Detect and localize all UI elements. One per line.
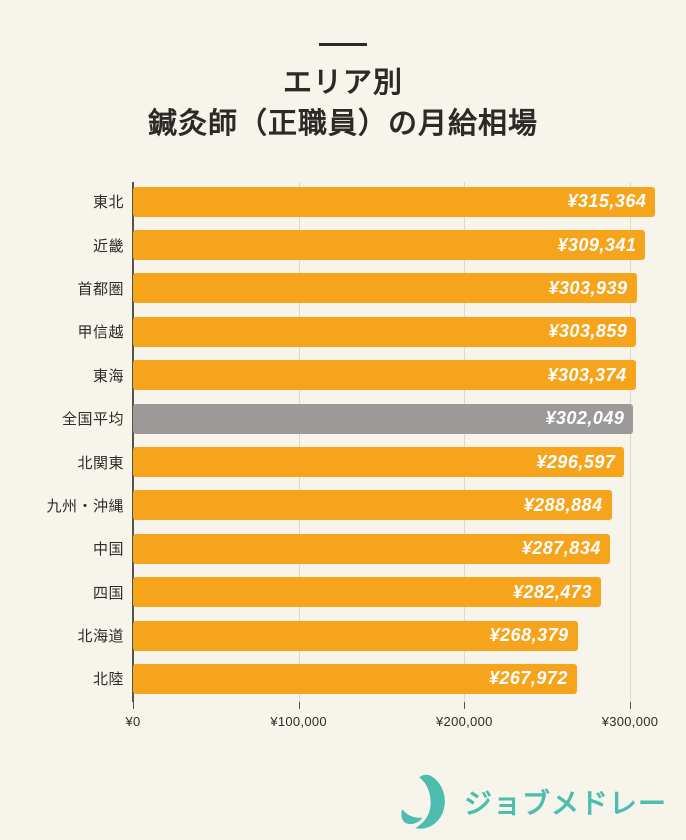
category-label: 中国	[92, 541, 124, 559]
bar-value-label: ¥315,364	[567, 191, 647, 212]
bar-track: ¥282,473	[133, 577, 686, 608]
category-label: 四国	[92, 584, 124, 602]
bar-track: ¥267,972	[133, 663, 686, 694]
gridline	[298, 182, 300, 702]
x-axis-tick	[298, 702, 300, 709]
bar-value-label: ¥287,834	[521, 538, 601, 559]
bar: ¥303,939	[133, 273, 637, 304]
chart-gridlines	[132, 182, 686, 709]
category-label: 東海	[92, 367, 124, 385]
chart-row: 東北 ¥315,364	[0, 180, 686, 223]
chart-row: 中国 ¥287,834	[0, 527, 686, 570]
x-axis-tick-label: ¥300,000	[601, 714, 659, 729]
category-label: 北関東	[77, 454, 124, 472]
chart-row: 北陸 ¥267,972	[0, 657, 686, 700]
bar: ¥303,859	[133, 316, 637, 347]
bar-track: ¥296,597	[133, 447, 686, 478]
bar-track: ¥287,834	[133, 533, 686, 564]
bar-track: ¥302,049	[133, 403, 686, 434]
x-axis-tick-label: ¥100,000	[270, 714, 327, 729]
bar-chart: 東北 ¥315,364 近畿 ¥309,341 首都圏 ¥303,939 甲信越 ¥303,8…	[0, 180, 686, 730]
x-axis-tick	[464, 702, 466, 709]
chart-row: 東海 ¥303,374	[0, 354, 686, 397]
chart-row: 四国 ¥282,473	[0, 571, 686, 614]
bar-value-label: ¥296,597	[536, 451, 616, 472]
category-label: 甲信越	[77, 324, 124, 342]
bar: ¥303,374	[133, 360, 636, 391]
category-label: 全国平均	[61, 411, 124, 429]
bar-track: ¥303,939	[133, 273, 686, 304]
x-axis-tick-label: ¥200,000	[436, 714, 493, 729]
category-label: 東北	[92, 194, 124, 212]
page-title-line1: エリア別	[282, 67, 403, 99]
bar: ¥296,597	[133, 447, 625, 478]
bar-value-label: ¥303,939	[548, 277, 628, 298]
bar-highlight: ¥302,049	[133, 403, 634, 434]
page-title: エリア別 鍼灸師（正職員）の月給相場	[0, 63, 686, 145]
chart-row: 北海道 ¥268,379	[0, 614, 686, 657]
brand-name: ジョブメドレー	[463, 788, 667, 819]
bar-track: ¥288,884	[133, 490, 686, 521]
x-axis-tick	[630, 702, 631, 709]
title-divider-line	[319, 43, 367, 46]
x-axis-tick-label: ¥0	[125, 714, 141, 729]
page-title-line2: 鍼灸師（正職員）の月給相場	[147, 108, 538, 140]
bar: ¥282,473	[133, 577, 601, 608]
brand-footer: ジョブメドレー	[396, 772, 667, 832]
chart-rows: 東北 ¥315,364 近畿 ¥309,341 首都圏 ¥303,939 甲信越 ¥303,8…	[0, 180, 686, 701]
y-axis-line	[132, 182, 134, 702]
bar-track: ¥303,859	[133, 316, 686, 347]
chart-header: エリア別 鍼灸師（正職員）の月給相場	[0, 0, 686, 145]
chart-row: 全国平均 ¥302,049	[0, 397, 686, 440]
category-label: 北海道	[77, 628, 124, 646]
bar: ¥267,972	[133, 663, 577, 694]
category-label: 近畿	[92, 237, 124, 255]
bar-value-label: ¥288,884	[523, 494, 603, 515]
bar-value-label: ¥309,341	[557, 234, 637, 255]
chart-row: 首都圏 ¥303,939	[0, 267, 686, 310]
bar: ¥287,834	[133, 533, 610, 564]
bar-value-label: ¥303,859	[548, 321, 628, 342]
chart-row: 近畿 ¥309,341	[0, 223, 686, 266]
bar-value-label: ¥267,972	[488, 668, 568, 689]
bar: ¥288,884	[133, 490, 612, 521]
jobmedley-bird-icon	[401, 774, 445, 829]
category-label: 首都圏	[77, 280, 124, 298]
x-axis: ¥0 ¥100,000 ¥200,000 ¥300,000	[125, 714, 686, 734]
chart-row: 北関東 ¥296,597	[0, 440, 686, 483]
chart-row: 甲信越 ¥303,859	[0, 310, 686, 353]
bar-track: ¥268,379	[133, 620, 686, 651]
bar-value-label: ¥303,374	[547, 364, 627, 385]
category-label: 九州・沖縄	[46, 497, 124, 515]
bar-track: ¥309,341	[133, 230, 686, 261]
gridline	[464, 182, 466, 702]
bar-value-label: ¥268,379	[489, 625, 569, 646]
bar: ¥268,379	[133, 620, 578, 651]
bar: ¥309,341	[133, 230, 646, 261]
bar-track: ¥303,374	[133, 360, 686, 391]
x-axis-tick	[133, 702, 134, 709]
chart-row: 九州・沖縄 ¥288,884	[0, 484, 686, 527]
category-label: 北陸	[92, 671, 124, 689]
bar-track: ¥315,364	[133, 186, 686, 217]
bar-value-label: ¥282,473	[512, 581, 592, 602]
bar-value-label: ¥302,049	[545, 408, 625, 429]
bar: ¥315,364	[133, 186, 656, 217]
gridline	[630, 182, 631, 702]
